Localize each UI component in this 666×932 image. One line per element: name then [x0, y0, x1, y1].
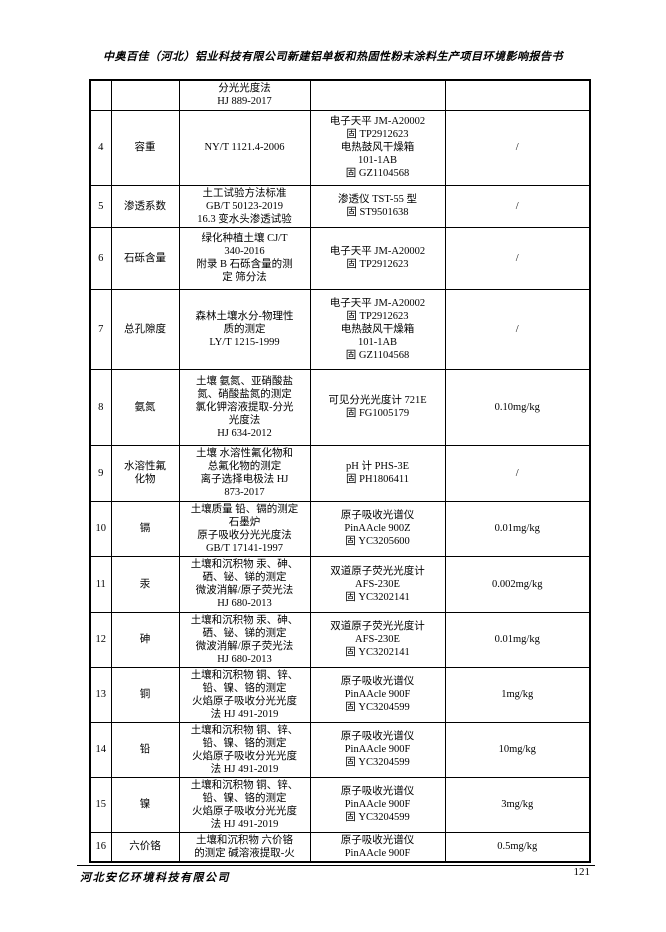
table-row: 8 氨氮 土壤 氨氮、亚硝酸盐 氮、硝酸盐氮的测定 氯化钾溶液提取-分光 光度法… [89, 368, 591, 446]
table-row: 10 镉 土壤质量 铅、镉的测定 石墨炉 原子吸收分光光度法 GB/T 1714… [89, 500, 591, 557]
cell-item: 砷 [110, 611, 180, 668]
cell-no: 15 [89, 776, 112, 833]
table-row: 12 砷 土壤和沉积物 汞、砷、 硒、铋、锑的测定 微波消解/原子荧光法 HJ … [89, 611, 591, 668]
table-row: 14 铅 土壤和沉积物 铜、锌、 铅、镍、铬的测定 火焰原子吸收分光光度 法 H… [89, 721, 591, 778]
table-row: 13 铜 土壤和沉积物 铜、锌、 铅、镍、铬的测定 火焰原子吸收分光光度 法 H… [89, 666, 591, 723]
cell-method: 土壤和沉积物 铜、锌、 铅、镍、铬的测定 火焰原子吸收分光光度 法 HJ 491… [178, 776, 311, 833]
table-row: 16 六价铬 土壤和沉积物 六价铬 的测定 碱溶液提取-火 原子吸收光谱仪 Pi… [89, 831, 591, 862]
cell-method: 分光光度法 HJ 889-2017 [178, 79, 311, 111]
table-row: 9 水溶性氟 化物 土壤 水溶性氟化物和 总氟化物的测定 离子选择电极法 HJ … [89, 444, 591, 502]
table-row: 6 石砾含量 绿化种植土壤 CJ/T 340-2016 附录 B 石砾含量的测 … [89, 226, 591, 290]
cell-item [110, 79, 180, 111]
cell-method: 土壤质量 铅、镉的测定 石墨炉 原子吸收分光光度法 GB/T 17141-199… [178, 500, 311, 557]
cell-no: 6 [89, 226, 112, 290]
footer-company-name: 河北安亿环境科技有限公司 [80, 872, 230, 884]
cell-limit: / [444, 444, 591, 502]
cell-no: 11 [89, 555, 112, 613]
cell-no: 4 [89, 109, 112, 186]
cell-limit: 0.01mg/kg [444, 611, 591, 668]
cell-item: 镉 [110, 500, 180, 557]
cell-equipment: pH 计 PHS-3E 固 PH1806411 [309, 444, 446, 502]
page-number: 121 [573, 866, 591, 878]
cell-method: 绿化种植土壤 CJ/T 340-2016 附录 B 石砾含量的测 定 筛分法 [178, 226, 311, 290]
cell-method: 土壤和沉积物 铜、锌、 铅、镍、铬的测定 火焰原子吸收分光光度 法 HJ 491… [178, 721, 311, 778]
cell-limit: 0.002mg/kg [444, 555, 591, 613]
cell-equipment [309, 79, 446, 111]
cell-item: 水溶性氟 化物 [110, 444, 180, 502]
cell-no: 7 [89, 288, 112, 370]
cell-item: 铜 [110, 666, 180, 723]
cell-method: 土壤和沉积物 六价铬 的测定 碱溶液提取-火 [178, 831, 311, 862]
footer-divider [77, 865, 595, 866]
cell-method: 土壤 水溶性氟化物和 总氟化物的测定 离子选择电极法 HJ 873-2017 [178, 444, 311, 502]
cell-method: 土壤和沉积物 铜、锌、 铅、镍、铬的测定 火焰原子吸收分光光度 法 HJ 491… [178, 666, 311, 723]
cell-equipment: 原子吸收光谱仪 PinAAcle 900Z 固 YC3205600 [309, 500, 446, 557]
cell-no: 13 [89, 666, 112, 723]
cell-item: 铅 [110, 721, 180, 778]
cell-method: 土壤 氨氮、亚硝酸盐 氮、硝酸盐氮的测定 氯化钾溶液提取-分光 光度法 HJ 6… [178, 368, 311, 446]
cell-item: 总孔隙度 [110, 288, 180, 370]
cell-method: 土工试验方法标准 GB/T 50123-2019 16.3 变水头渗透试验 [178, 184, 311, 228]
table-row: 5 渗透系数 土工试验方法标准 GB/T 50123-2019 16.3 变水头… [89, 184, 591, 228]
cell-no: 9 [89, 444, 112, 502]
cell-no: 5 [89, 184, 112, 228]
cell-method: 土壤和沉积物 汞、砷、 硒、铋、锑的测定 微波消解/原子荧光法 HJ 680-2… [178, 611, 311, 668]
cell-equipment: 原子吸收光谱仪 PinAAcle 900F 固 YC3204599 [309, 721, 446, 778]
cell-limit: 0.10mg/kg [444, 368, 591, 446]
cell-equipment: 电子天平 JM-A20002 固 TP2912623 [309, 226, 446, 290]
cell-limit: 0.01mg/kg [444, 500, 591, 557]
cell-equipment: 双道原子荧光光度计 AFS-230E 固 YC3202141 [309, 611, 446, 668]
cell-method: 土壤和沉积物 汞、砷、 硒、铋、锑的测定 微波消解/原子荧光法 HJ 680-2… [178, 555, 311, 613]
cell-no: 10 [89, 500, 112, 557]
cell-item: 容重 [110, 109, 180, 186]
table-row: 4 容重 NY/T 1121.4-2006 电子天平 JM-A20002 固 T… [89, 109, 591, 186]
cell-no: 12 [89, 611, 112, 668]
cell-equipment: 电子天平 JM-A20002 固 TP2912623 电热鼓风干燥箱 101-1… [309, 288, 446, 370]
cell-no: 8 [89, 368, 112, 446]
cell-limit: / [444, 109, 591, 186]
cell-limit: 3mg/kg [444, 776, 591, 833]
cell-item: 汞 [110, 555, 180, 613]
cell-equipment: 渗透仪 TST-55 型 固 ST9501638 [309, 184, 446, 228]
table-row: 15 镍 土壤和沉积物 铜、锌、 铅、镍、铬的测定 火焰原子吸收分光光度 法 H… [89, 776, 591, 833]
cell-equipment: 原子吸收光谱仪 PinAAcle 900F 固 YC3204599 [309, 776, 446, 833]
cell-item: 石砾含量 [110, 226, 180, 290]
cell-no: 16 [89, 831, 112, 862]
cell-equipment: 双道原子荧光光度计 AFS-230E 固 YC3202141 [309, 555, 446, 613]
cell-method: NY/T 1121.4-2006 [178, 109, 311, 186]
cell-limit: 10mg/kg [444, 721, 591, 778]
cell-limit [444, 79, 591, 111]
cell-item: 六价铬 [110, 831, 180, 862]
document-header-title: 中奥百佳（河北）铝业科技有限公司新建铝单板和热固性粉末涂料生产项目环境影响报告书 [103, 51, 563, 63]
table-row: 7 总孔隙度 森林土壤水分-物理性 质的测定 LY/T 1215-1999 电子… [89, 288, 591, 370]
monitoring-methods-table: 分光光度法 HJ 889-2017 4 容重 NY/T 1121.4-2006 … [89, 79, 591, 863]
cell-item: 镍 [110, 776, 180, 833]
cell-equipment: 可见分光光度计 721E 固 FG1005179 [309, 368, 446, 446]
cell-equipment: 原子吸收光谱仪 PinAAcle 900F 固 YC3204599 [309, 666, 446, 723]
cell-limit: 1mg/kg [444, 666, 591, 723]
cell-method: 森林土壤水分-物理性 质的测定 LY/T 1215-1999 [178, 288, 311, 370]
cell-no: 14 [89, 721, 112, 778]
cell-limit: / [444, 184, 591, 228]
table-row: 11 汞 土壤和沉积物 汞、砷、 硒、铋、锑的测定 微波消解/原子荧光法 HJ … [89, 555, 591, 613]
cell-item: 渗透系数 [110, 184, 180, 228]
cell-item: 氨氮 [110, 368, 180, 446]
cell-limit: / [444, 226, 591, 290]
cell-equipment: 电子天平 JM-A20002 固 TP2912623 电热鼓风干燥箱 101-1… [309, 109, 446, 186]
table-row: 分光光度法 HJ 889-2017 [89, 79, 591, 111]
cell-no [89, 79, 112, 111]
cell-limit: / [444, 288, 591, 370]
cell-limit: 0.5mg/kg [444, 831, 591, 862]
cell-equipment: 原子吸收光谱仪 PinAAcle 900F [309, 831, 446, 862]
